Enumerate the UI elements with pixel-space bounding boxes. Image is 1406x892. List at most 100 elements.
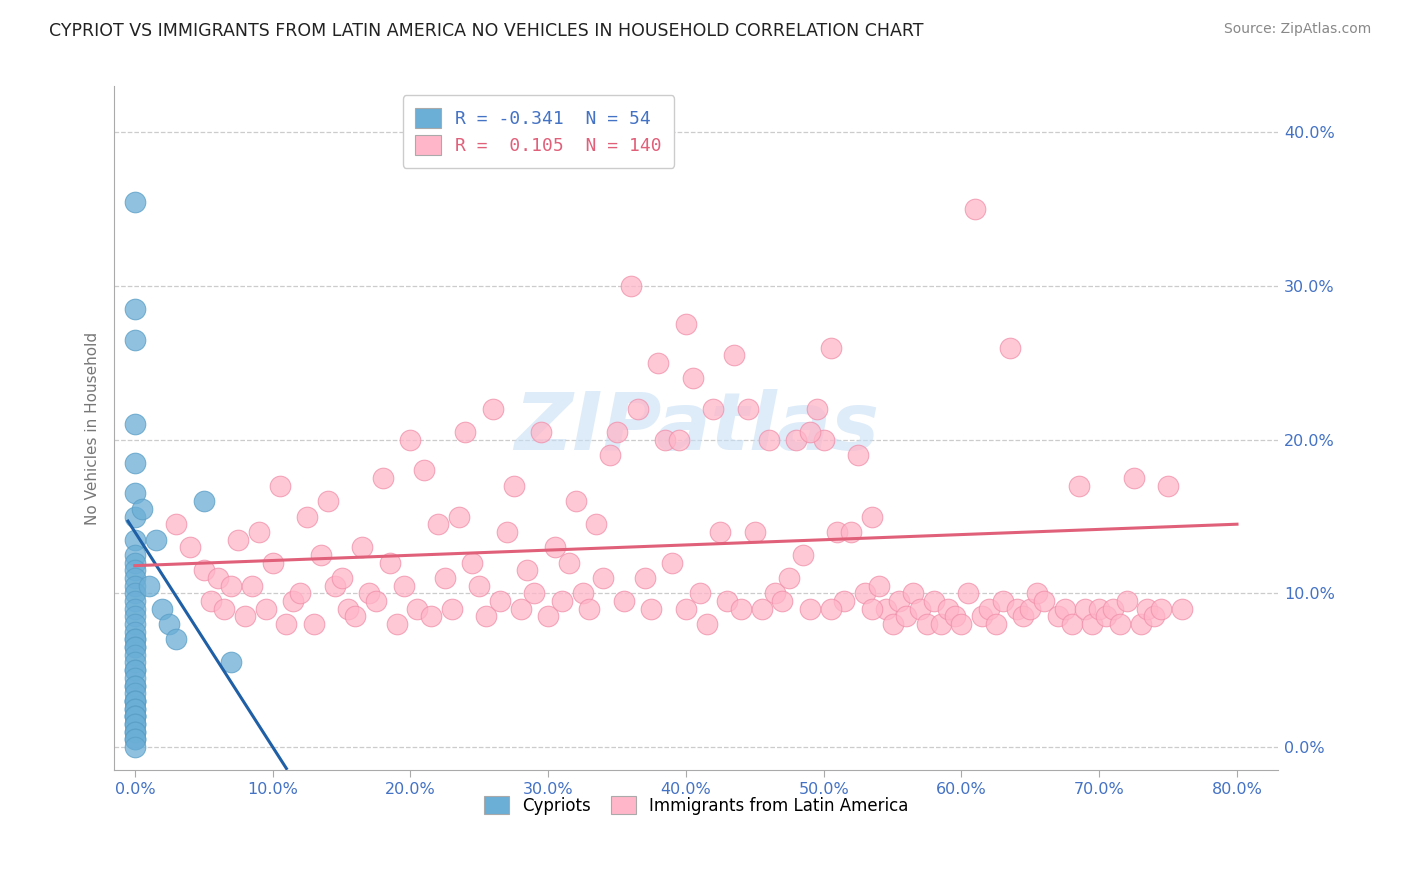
Point bbox=[124, 563, 146, 577]
Point bbox=[357, 586, 380, 600]
Point bbox=[124, 617, 146, 632]
Point bbox=[1053, 601, 1076, 615]
Point bbox=[378, 556, 401, 570]
Point bbox=[482, 401, 505, 416]
Point bbox=[399, 433, 422, 447]
Point bbox=[247, 524, 270, 539]
Point bbox=[124, 579, 146, 593]
Point bbox=[682, 371, 704, 385]
Point bbox=[765, 586, 787, 600]
Point bbox=[509, 601, 531, 615]
Point bbox=[124, 509, 146, 524]
Point bbox=[936, 601, 959, 615]
Point bbox=[585, 517, 607, 532]
Point bbox=[1095, 609, 1118, 624]
Point bbox=[124, 739, 146, 754]
Point bbox=[957, 586, 980, 600]
Point bbox=[1067, 479, 1090, 493]
Point bbox=[200, 594, 222, 608]
Point bbox=[193, 563, 215, 577]
Point bbox=[1033, 594, 1056, 608]
Point bbox=[413, 463, 436, 477]
Point bbox=[330, 571, 353, 585]
Point bbox=[152, 601, 174, 615]
Point bbox=[124, 686, 146, 700]
Point bbox=[193, 494, 215, 508]
Point bbox=[461, 556, 484, 570]
Point bbox=[269, 479, 291, 493]
Point bbox=[124, 533, 146, 547]
Point bbox=[627, 401, 650, 416]
Point bbox=[406, 601, 429, 615]
Point bbox=[984, 617, 1007, 632]
Point bbox=[689, 586, 711, 600]
Point bbox=[675, 601, 697, 615]
Point bbox=[124, 709, 146, 723]
Point bbox=[392, 579, 415, 593]
Point bbox=[489, 594, 512, 608]
Point bbox=[977, 601, 1000, 615]
Point bbox=[820, 341, 842, 355]
Point bbox=[770, 594, 793, 608]
Point bbox=[295, 509, 318, 524]
Point bbox=[233, 609, 256, 624]
Point bbox=[1060, 617, 1083, 632]
Point bbox=[620, 279, 643, 293]
Point bbox=[813, 433, 835, 447]
Point bbox=[1115, 594, 1137, 608]
Point bbox=[558, 556, 581, 570]
Point bbox=[124, 717, 146, 731]
Point bbox=[929, 617, 952, 632]
Point bbox=[599, 448, 621, 462]
Point bbox=[157, 617, 180, 632]
Text: Source: ZipAtlas.com: Source: ZipAtlas.com bbox=[1223, 22, 1371, 37]
Point bbox=[302, 617, 325, 632]
Point bbox=[337, 601, 360, 615]
Point bbox=[827, 524, 849, 539]
Point bbox=[124, 632, 146, 647]
Point bbox=[820, 601, 842, 615]
Point bbox=[124, 701, 146, 715]
Point bbox=[468, 579, 491, 593]
Point bbox=[1150, 601, 1173, 615]
Point bbox=[1019, 601, 1042, 615]
Point bbox=[702, 401, 724, 416]
Point bbox=[1109, 617, 1132, 632]
Point bbox=[221, 656, 243, 670]
Point bbox=[124, 302, 146, 317]
Point bbox=[661, 556, 683, 570]
Point bbox=[364, 594, 387, 608]
Point bbox=[723, 348, 745, 362]
Point bbox=[124, 694, 146, 708]
Point bbox=[124, 640, 146, 654]
Text: ZIPatlas: ZIPatlas bbox=[513, 389, 879, 467]
Point bbox=[758, 433, 780, 447]
Point bbox=[592, 571, 614, 585]
Point bbox=[860, 509, 883, 524]
Point bbox=[124, 694, 146, 708]
Point bbox=[716, 594, 738, 608]
Point bbox=[578, 601, 600, 615]
Point bbox=[124, 663, 146, 677]
Point bbox=[571, 586, 593, 600]
Point bbox=[792, 548, 814, 562]
Point bbox=[668, 433, 690, 447]
Point bbox=[922, 594, 945, 608]
Point bbox=[207, 571, 229, 585]
Point bbox=[1026, 586, 1049, 600]
Point bbox=[495, 524, 517, 539]
Point bbox=[502, 479, 524, 493]
Point bbox=[799, 425, 821, 439]
Point bbox=[1012, 609, 1035, 624]
Point bbox=[124, 679, 146, 693]
Point bbox=[647, 356, 669, 370]
Point bbox=[860, 601, 883, 615]
Point bbox=[915, 617, 938, 632]
Point bbox=[744, 524, 766, 539]
Point bbox=[226, 533, 249, 547]
Point bbox=[124, 724, 146, 739]
Point bbox=[124, 594, 146, 608]
Legend: Cypriots, Immigrants from Latin America: Cypriots, Immigrants from Latin America bbox=[475, 788, 917, 823]
Point bbox=[124, 724, 146, 739]
Point bbox=[124, 456, 146, 470]
